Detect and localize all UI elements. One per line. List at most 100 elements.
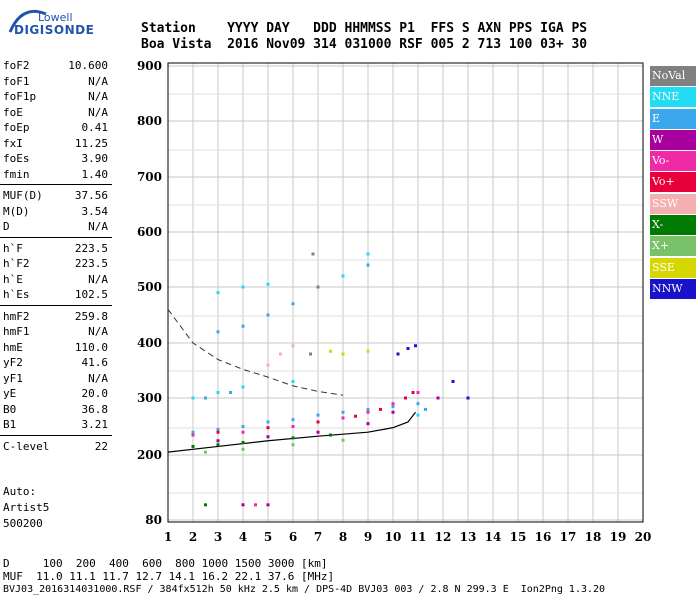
data-point: [329, 349, 332, 353]
x-tick-label: 5: [264, 530, 272, 544]
legend-item: X+: [650, 236, 696, 257]
data-point: [451, 380, 455, 383]
parameter-value: 41.6: [81, 356, 109, 369]
data-point: [241, 285, 245, 289]
data-point: [466, 396, 470, 400]
parameter-row: h`Es 102.5: [0, 287, 112, 303]
parameter-row: foF2 10.600: [0, 58, 112, 74]
parameter-value: N/A: [88, 74, 108, 88]
parameter-label: hmF1: [3, 325, 30, 338]
parameter-row: MUF(D) 37.56: [0, 188, 112, 204]
data-point: [366, 410, 370, 414]
data-point: [291, 302, 295, 306]
data-point: [254, 503, 257, 507]
parameter-row: B1 3.21: [0, 417, 112, 433]
parameter-row: hmF2 259.8: [0, 309, 112, 325]
y-tick-label: 700: [137, 170, 162, 184]
parameter-label: yF2: [3, 356, 23, 369]
parameter-label: B0: [3, 402, 17, 416]
data-point: [241, 503, 245, 507]
parameter-value: 36.8: [81, 402, 109, 416]
x-tick-label: 20: [635, 530, 652, 544]
data-point: [309, 352, 312, 356]
x-tick-label: 19: [610, 530, 627, 544]
parameter-label: h`F2: [3, 257, 30, 270]
legend-item: SSE: [650, 257, 696, 278]
legend-item: Vo+: [650, 172, 696, 193]
parameter-value: N/A: [88, 371, 108, 385]
parameter-separator: [0, 236, 112, 238]
data-point: [391, 410, 395, 414]
parameter-row: hmE 110.0: [0, 340, 112, 356]
x-tick-label: 9: [364, 530, 372, 544]
x-tick-label: 2: [189, 530, 197, 544]
parameter-label: h`Es: [3, 288, 30, 301]
parameter-label: foF2: [3, 59, 30, 72]
parameter-separator: [0, 434, 112, 436]
x-tick-label: 8: [339, 530, 347, 544]
data-point: [416, 391, 420, 394]
legend-item: E: [650, 108, 696, 129]
data-point: [316, 420, 320, 424]
data-point: [216, 443, 220, 447]
parameter-value: 102.5: [74, 288, 108, 301]
legend-item: W: [650, 129, 696, 150]
parameter-label: foE: [3, 105, 23, 119]
y-tick-label: 80: [145, 513, 162, 527]
parameter-row: yE 20.0: [0, 386, 112, 402]
parameter-separator: [0, 184, 112, 185]
parameter-value: N/A: [88, 105, 108, 119]
legend-item: X-: [650, 215, 696, 236]
parameter-row: foE N/A: [0, 105, 112, 121]
parameter-row: M(D) 3.54: [0, 204, 112, 220]
parameter-value: 3.54: [81, 204, 109, 218]
data-point: [291, 436, 295, 440]
parameter-label: B1: [3, 418, 17, 431]
footer-distance-row: D 100 200 400 600 800 1000 1500 3000 [km…: [3, 557, 328, 570]
data-point: [266, 503, 270, 507]
data-point: [229, 391, 232, 394]
data-point: [216, 330, 220, 334]
parameter-label: yE: [3, 387, 17, 400]
parameter-value: 11.25: [74, 136, 108, 150]
data-point: [241, 430, 245, 434]
autoscaling-line3: 500200: [3, 517, 43, 530]
x-tick-label: 18: [585, 530, 602, 544]
data-point: [266, 435, 270, 439]
logo-arc: [8, 6, 48, 40]
data-point: [416, 402, 420, 406]
x-tick-label: 4: [239, 530, 247, 544]
parameter-value: 3.21: [81, 418, 109, 431]
legend-item: NNE: [650, 87, 696, 108]
data-point: [414, 344, 417, 348]
y-tick-label: 900: [137, 59, 162, 73]
parameter-row: foEp 0.41: [0, 120, 112, 136]
legend-item: Vo-: [650, 151, 696, 172]
parameter-value: 1.40: [81, 167, 109, 181]
data-point: [266, 282, 270, 286]
data-point: [204, 450, 207, 454]
data-point: [266, 363, 270, 367]
data-point: [341, 274, 345, 278]
parameter-row: foF1 N/A: [0, 74, 112, 90]
x-tick-label: 1: [164, 530, 172, 544]
x-tick-label: 10: [385, 530, 402, 544]
parameter-label: foF1p: [3, 90, 37, 103]
y-tick-label: 500: [137, 280, 162, 294]
data-point: [379, 407, 382, 411]
data-point: [396, 352, 400, 356]
parameter-label: M(D): [3, 204, 30, 218]
data-point: [366, 252, 370, 256]
data-point: [204, 503, 207, 507]
parameter-label: hmF2: [3, 309, 30, 323]
data-point: [216, 391, 220, 394]
parameter-row: foEs 3.90: [0, 151, 112, 167]
x-tick-label: 7: [314, 530, 322, 544]
parameter-label: foEs: [3, 152, 30, 165]
data-point: [216, 427, 220, 431]
parameter-label: fmin: [3, 167, 30, 181]
parameter-label: D: [3, 220, 10, 233]
logo-text-main: DIGISONDE: [14, 23, 95, 37]
data-point: [291, 344, 295, 348]
